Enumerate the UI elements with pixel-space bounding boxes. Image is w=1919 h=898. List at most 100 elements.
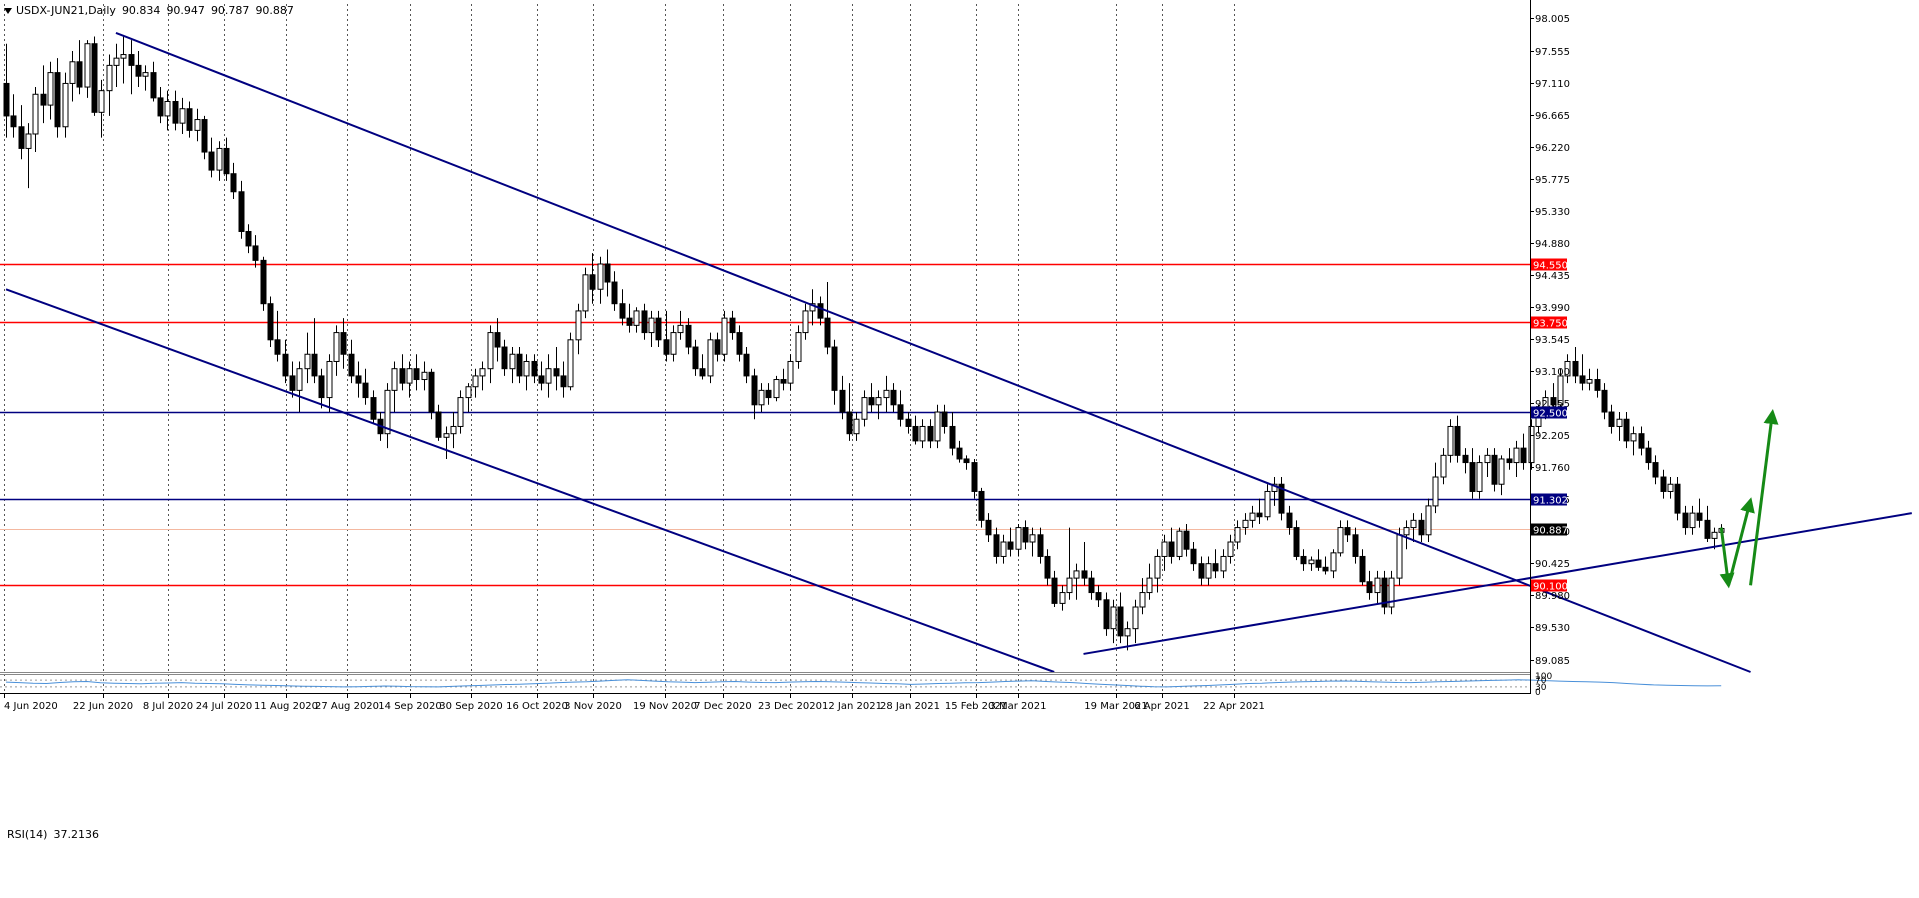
candle-body[interactable] bbox=[553, 368, 560, 377]
candle-body[interactable] bbox=[1300, 555, 1307, 565]
candle-body[interactable] bbox=[941, 411, 948, 427]
candle-body[interactable] bbox=[76, 61, 83, 88]
candle-body[interactable] bbox=[450, 425, 457, 435]
candle-body[interactable] bbox=[861, 397, 868, 420]
candle-body[interactable] bbox=[1630, 433, 1637, 442]
candle-body[interactable] bbox=[32, 93, 39, 135]
candle-body[interactable] bbox=[545, 368, 552, 384]
candle-body[interactable] bbox=[707, 339, 714, 377]
candle-body[interactable] bbox=[172, 100, 179, 124]
candle-body[interactable] bbox=[1601, 389, 1608, 413]
candle-body[interactable] bbox=[633, 310, 640, 326]
candle-body[interactable] bbox=[905, 418, 912, 427]
candle-body[interactable] bbox=[494, 332, 501, 348]
candle-body[interactable] bbox=[47, 72, 54, 106]
candle-body[interactable] bbox=[260, 259, 267, 305]
candle-body[interactable] bbox=[1432, 476, 1439, 507]
candle-body[interactable] bbox=[1623, 418, 1630, 442]
candle-body[interactable] bbox=[963, 458, 970, 464]
candle-body[interactable] bbox=[370, 397, 377, 420]
candle-body[interactable] bbox=[692, 346, 699, 370]
candle-body[interactable] bbox=[472, 375, 479, 388]
projection-arrow[interactable] bbox=[1727, 497, 1755, 586]
candle-body[interactable] bbox=[1124, 628, 1131, 637]
candle-body[interactable] bbox=[1388, 577, 1395, 608]
candle-body[interactable] bbox=[1557, 375, 1564, 406]
candle-body[interactable] bbox=[1146, 577, 1153, 594]
candle-body[interactable] bbox=[216, 147, 223, 171]
candle-body[interactable] bbox=[1528, 425, 1535, 464]
candle-body[interactable] bbox=[267, 303, 274, 341]
candle-body[interactable] bbox=[1454, 425, 1461, 456]
candle-body[interactable] bbox=[1513, 447, 1520, 464]
trendlines-layer[interactable] bbox=[5, 31, 1912, 673]
candle-body[interactable] bbox=[1176, 530, 1183, 557]
candle-body[interactable] bbox=[1051, 577, 1058, 604]
candle-body[interactable] bbox=[1337, 527, 1344, 554]
candle-body[interactable] bbox=[853, 418, 860, 435]
candle-body[interactable] bbox=[245, 230, 252, 247]
candle-body[interactable] bbox=[465, 386, 472, 399]
candle-body[interactable] bbox=[1696, 512, 1703, 521]
candle-body[interactable] bbox=[795, 332, 802, 362]
candle-body[interactable] bbox=[831, 346, 838, 391]
candle-body[interactable] bbox=[501, 346, 508, 370]
candle-body[interactable] bbox=[714, 339, 721, 355]
candle-body[interactable] bbox=[1667, 483, 1674, 492]
candle-body[interactable] bbox=[457, 397, 464, 427]
candle-body[interactable] bbox=[150, 72, 157, 99]
candle-body[interactable] bbox=[1059, 592, 1066, 604]
candle-body[interactable] bbox=[604, 263, 611, 283]
candle-body[interactable] bbox=[413, 368, 420, 381]
candle-body[interactable] bbox=[736, 332, 743, 355]
candle-body[interactable] bbox=[971, 462, 978, 492]
candle-body[interactable] bbox=[1168, 541, 1175, 557]
candle-body[interactable] bbox=[1462, 454, 1469, 464]
candle-body[interactable] bbox=[1476, 462, 1483, 492]
candle-body[interactable] bbox=[560, 375, 567, 388]
candle-body[interactable] bbox=[1037, 534, 1044, 557]
candle-body[interactable] bbox=[809, 303, 816, 312]
candle-body[interactable] bbox=[729, 317, 736, 334]
candle-body[interactable] bbox=[406, 368, 413, 384]
candle-body[interactable] bbox=[274, 339, 281, 355]
candle-body[interactable] bbox=[106, 64, 113, 92]
candle-body[interactable] bbox=[655, 317, 662, 341]
candle-body[interactable] bbox=[1293, 527, 1300, 557]
candle-body[interactable] bbox=[1410, 519, 1417, 529]
trendline[interactable] bbox=[5, 288, 1055, 673]
candle-body[interactable] bbox=[487, 332, 494, 370]
candle-body[interactable] bbox=[1608, 411, 1615, 427]
candle-body[interactable] bbox=[1315, 559, 1322, 568]
candle-body[interactable] bbox=[98, 90, 105, 113]
candle-body[interactable] bbox=[3, 82, 10, 117]
candle-body[interactable] bbox=[318, 375, 325, 399]
candle-body[interactable] bbox=[582, 274, 589, 312]
candle-body[interactable] bbox=[1520, 447, 1527, 464]
candle-body[interactable] bbox=[399, 368, 406, 384]
candle-body[interactable] bbox=[1132, 606, 1139, 630]
candle-body[interactable] bbox=[252, 245, 259, 261]
candle-body[interactable] bbox=[1447, 425, 1454, 456]
candle-body[interactable] bbox=[1374, 577, 1381, 594]
candle-body[interactable] bbox=[1674, 483, 1681, 514]
candle-body[interactable] bbox=[1212, 563, 1219, 572]
candle-body[interactable] bbox=[1073, 570, 1080, 579]
candle-body[interactable] bbox=[208, 151, 215, 171]
candle-body[interactable] bbox=[685, 324, 692, 348]
candle-body[interactable] bbox=[194, 119, 201, 131]
candle-body[interactable] bbox=[113, 57, 120, 66]
candle-body[interactable] bbox=[1081, 570, 1088, 579]
candle-body[interactable] bbox=[985, 519, 992, 536]
candle-body[interactable] bbox=[1227, 541, 1234, 557]
candle-body[interactable] bbox=[641, 310, 648, 334]
candle-body[interactable] bbox=[1469, 462, 1476, 492]
candle-body[interactable] bbox=[721, 317, 728, 355]
candle-body[interactable] bbox=[84, 43, 91, 88]
candle-body[interactable] bbox=[296, 368, 303, 391]
candle-body[interactable] bbox=[1308, 559, 1315, 565]
candle-body[interactable] bbox=[1220, 555, 1227, 572]
candle-body[interactable] bbox=[919, 425, 926, 442]
candle-body[interactable] bbox=[1506, 458, 1513, 464]
candle-body[interactable] bbox=[802, 310, 809, 334]
